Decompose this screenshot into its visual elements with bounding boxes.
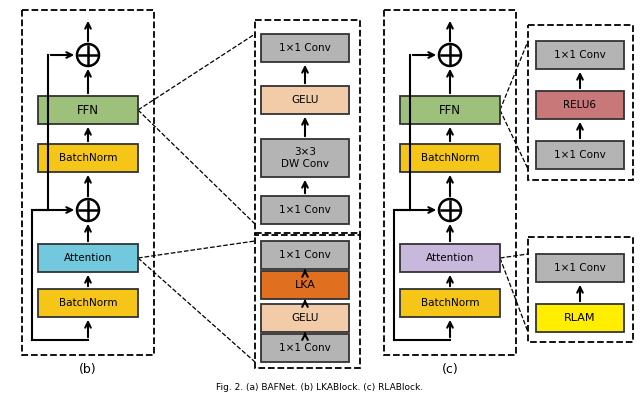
FancyBboxPatch shape xyxy=(38,289,138,317)
Text: RELU6: RELU6 xyxy=(563,100,596,110)
Text: BatchNorm: BatchNorm xyxy=(59,298,117,308)
Text: BatchNorm: BatchNorm xyxy=(420,153,479,163)
FancyBboxPatch shape xyxy=(400,144,500,172)
Text: BatchNorm: BatchNorm xyxy=(420,298,479,308)
Text: GELU: GELU xyxy=(291,313,319,323)
Text: Fig. 2. (a) BAFNet. (b) LKABlock. (c) RLABlock.: Fig. 2. (a) BAFNet. (b) LKABlock. (c) RL… xyxy=(216,383,424,392)
Text: 1×1 Conv: 1×1 Conv xyxy=(554,263,606,273)
Text: 1×1 Conv: 1×1 Conv xyxy=(279,43,331,53)
FancyBboxPatch shape xyxy=(536,254,624,282)
FancyBboxPatch shape xyxy=(400,96,500,124)
Text: BatchNorm: BatchNorm xyxy=(59,153,117,163)
FancyBboxPatch shape xyxy=(261,196,349,224)
FancyBboxPatch shape xyxy=(38,96,138,124)
FancyBboxPatch shape xyxy=(536,141,624,169)
Text: Attention: Attention xyxy=(64,253,112,263)
FancyBboxPatch shape xyxy=(536,91,624,119)
Text: FFN: FFN xyxy=(439,103,461,117)
Text: (b): (b) xyxy=(79,363,97,377)
FancyBboxPatch shape xyxy=(38,144,138,172)
Text: 1×1 Conv: 1×1 Conv xyxy=(279,205,331,215)
Text: 1×1 Conv: 1×1 Conv xyxy=(554,50,606,60)
Text: 1×1 Conv: 1×1 Conv xyxy=(279,343,331,353)
FancyBboxPatch shape xyxy=(536,41,624,69)
Text: LKA: LKA xyxy=(294,280,316,290)
FancyBboxPatch shape xyxy=(261,271,349,299)
Text: (c): (c) xyxy=(442,363,458,377)
FancyBboxPatch shape xyxy=(38,244,138,272)
Text: 1×1 Conv: 1×1 Conv xyxy=(554,150,606,160)
FancyBboxPatch shape xyxy=(261,304,349,332)
FancyBboxPatch shape xyxy=(400,244,500,272)
Text: FFN: FFN xyxy=(77,103,99,117)
FancyBboxPatch shape xyxy=(261,241,349,269)
Text: Attention: Attention xyxy=(426,253,474,263)
FancyBboxPatch shape xyxy=(261,34,349,62)
FancyBboxPatch shape xyxy=(536,304,624,332)
Text: RLAM: RLAM xyxy=(564,313,596,323)
FancyBboxPatch shape xyxy=(261,139,349,177)
Text: 1×1 Conv: 1×1 Conv xyxy=(279,250,331,260)
FancyBboxPatch shape xyxy=(261,86,349,114)
FancyBboxPatch shape xyxy=(261,334,349,362)
Text: 3×3
DW Conv: 3×3 DW Conv xyxy=(281,147,329,169)
FancyBboxPatch shape xyxy=(400,289,500,317)
Text: GELU: GELU xyxy=(291,95,319,105)
